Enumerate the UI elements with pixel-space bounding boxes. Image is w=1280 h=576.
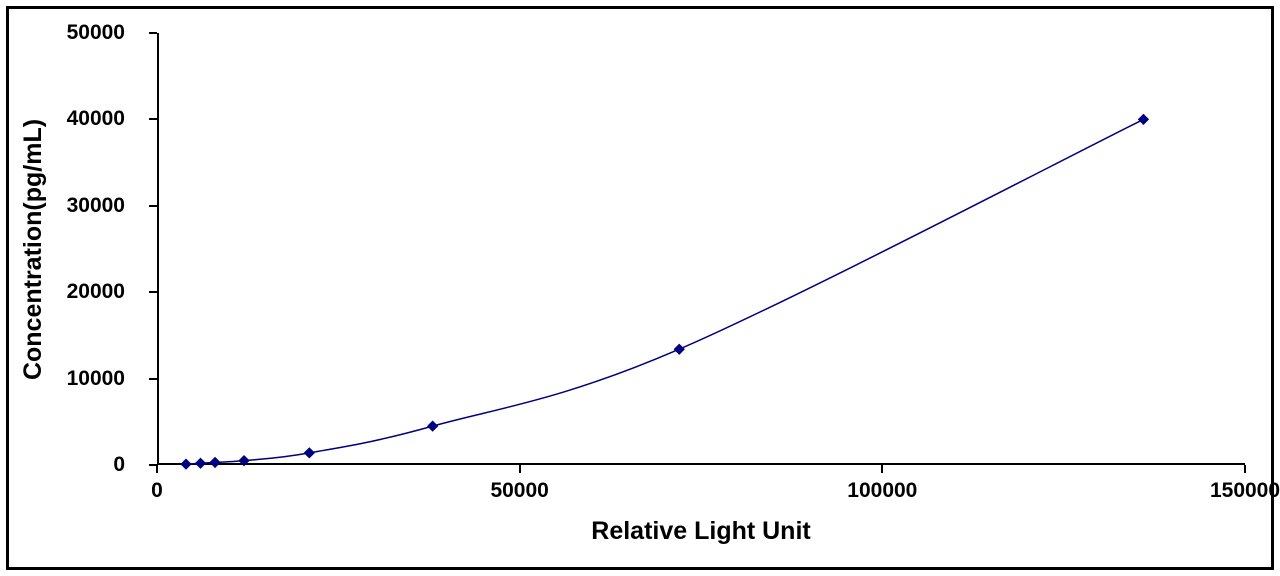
y-tick [149,378,157,380]
y-tick [149,118,157,120]
y-tick-label: 20000 [67,280,125,304]
y-tick-label: 40000 [67,107,125,131]
y-axis-label: Concentration(pg/mL) [9,33,59,465]
x-tick-label: 150000 [1210,479,1280,503]
y-tick [149,205,157,207]
x-tick [1244,465,1246,473]
x-tick-label: 50000 [490,479,548,503]
x-tick [881,465,883,473]
x-tick-label: 100000 [847,479,917,503]
series-line [186,119,1143,464]
y-axis-label-text: Concentration(pg/mL) [20,118,49,379]
y-tick-label: 30000 [67,194,125,218]
data-marker [238,455,249,466]
data-marker [674,344,685,355]
data-marker [1138,114,1149,125]
x-axis-label: Relative Light Unit [157,517,1245,546]
x-tick-label: 0 [151,479,163,503]
data-marker [180,458,191,469]
data-marker [209,457,220,468]
y-tick [149,32,157,34]
y-tick-label: 10000 [67,367,125,391]
x-tick [519,465,521,473]
chart-frame: Concentration(pg/mL) Relative Light Unit… [6,6,1274,570]
y-tick-label: 0 [113,453,125,477]
y-tick [149,464,157,466]
y-tick-label: 50000 [67,21,125,45]
x-tick [156,465,158,473]
y-tick [149,291,157,293]
data-marker [427,420,438,431]
chart-svg [157,33,1245,465]
data-marker [304,447,315,458]
data-marker [195,458,206,469]
